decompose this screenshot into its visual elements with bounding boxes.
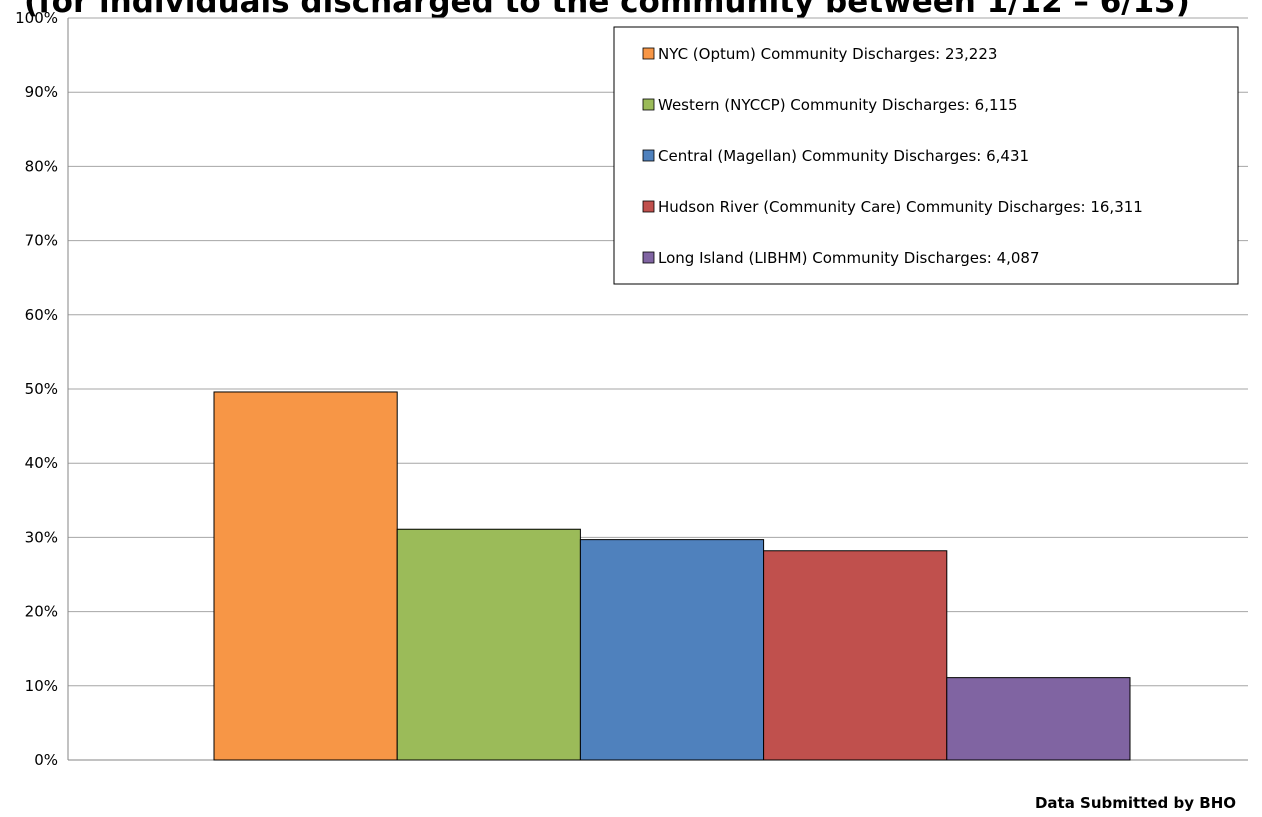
bar [763,550,948,761]
y-tick-label: 0% [34,751,58,769]
legend-label: Long Island (LIBHM) Community Discharges… [658,249,1040,267]
footer-note: Data Submitted by BHO [1035,794,1236,812]
y-tick-label: 90% [25,83,58,101]
y-tick-label: 100% [15,9,58,27]
bars [213,391,1131,761]
legend-swatch [642,47,655,60]
legend-swatch [642,251,655,264]
bar [946,677,1131,761]
legend-swatch [642,98,655,111]
legend-label: Western (NYCCP) Community Discharges: 6,… [658,96,1018,114]
y-tick-label: 60% [25,306,58,324]
legend-label: Central (Magellan) Community Discharges:… [658,147,1029,165]
legend: NYC (Optum) Community Discharges: 23,223… [613,26,1239,285]
chart-title: (for individuals discharged to the commu… [24,0,1190,20]
legend-swatch [642,149,655,162]
y-tick-label: 50% [25,380,58,398]
y-tick-label: 70% [25,232,58,250]
bar [579,539,765,761]
legend-label: NYC (Optum) Community Discharges: 23,223 [658,45,997,63]
y-tick-label: 80% [25,157,58,175]
y-tick-label: 40% [25,454,58,472]
legend-swatch [642,200,655,213]
y-tick-label: 30% [25,528,58,546]
bar [213,391,398,761]
y-tick-label: 10% [25,677,58,695]
y-axis-tick-labels: 0% 10% 20% 30% 40% 50% 60% 70% 80% 90% 100% [15,9,58,769]
bar [396,528,581,761]
legend-label: Hudson River (Community Care) Community … [658,198,1143,216]
legend-box [613,26,1239,285]
y-tick-label: 20% [25,603,58,621]
